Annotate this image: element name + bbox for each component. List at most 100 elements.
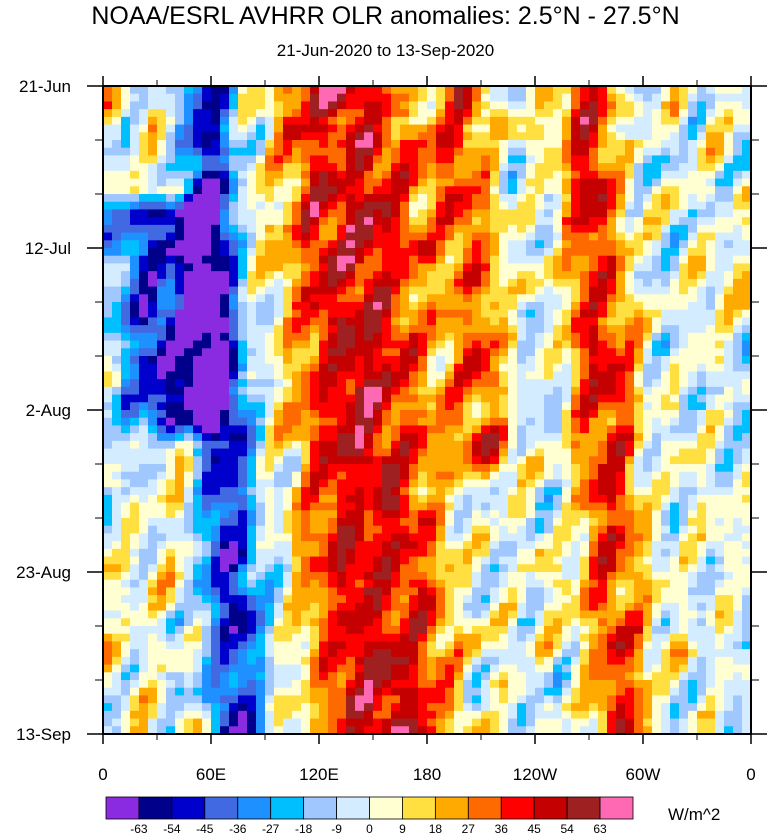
heatmap-cell [166, 163, 176, 172]
heatmap-cell [229, 618, 239, 627]
heatmap-cell [373, 317, 383, 326]
heatmap-cell [418, 402, 428, 411]
heatmap-cell [724, 533, 734, 542]
heatmap-cell [508, 255, 518, 265]
heatmap-cell [607, 86, 617, 95]
heatmap-cell [427, 286, 437, 295]
heatmap-cell [526, 572, 536, 581]
heatmap-cell [607, 479, 617, 488]
heatmap-cell [436, 518, 446, 527]
heatmap-cell [562, 363, 572, 373]
heatmap-cell [688, 356, 698, 365]
heatmap-cell [706, 610, 716, 619]
heatmap-cell [598, 471, 608, 481]
heatmap-cell [472, 579, 482, 589]
heatmap-cell [481, 124, 491, 133]
heatmap-cell [211, 317, 221, 326]
heatmap-cell [148, 464, 158, 473]
heatmap-cell [355, 371, 365, 380]
heatmap-cell [454, 471, 464, 481]
heatmap-cell [715, 602, 725, 612]
heatmap-cell [652, 255, 662, 265]
heatmap-cell [166, 124, 176, 133]
heatmap-cell [292, 440, 302, 450]
heatmap-cell [112, 595, 122, 604]
heatmap-cell [409, 124, 419, 133]
heatmap-cell [634, 109, 644, 118]
heatmap-cell [697, 610, 707, 619]
heatmap-cell [130, 579, 140, 589]
heatmap-cell [589, 109, 599, 118]
heatmap-cell [193, 371, 203, 380]
heatmap-cell [607, 564, 617, 573]
heatmap-cell [472, 410, 482, 419]
heatmap-cell [193, 325, 203, 334]
heatmap-cell [166, 348, 176, 357]
heatmap-cell [175, 93, 185, 103]
heatmap-cell [445, 240, 455, 249]
heatmap-cell [697, 116, 707, 126]
heatmap-cell [490, 579, 500, 589]
heatmap-cell [679, 410, 689, 419]
heatmap-cell [679, 178, 689, 187]
heatmap-cell [283, 124, 293, 133]
heatmap-cell [706, 232, 716, 241]
heatmap-cell [265, 394, 275, 403]
heatmap-cell [490, 417, 500, 427]
heatmap-cell [409, 263, 419, 272]
heatmap-cell [589, 309, 599, 319]
heatmap-cell [382, 541, 392, 550]
heatmap-cell [607, 541, 617, 550]
heatmap-cell [571, 464, 581, 473]
heatmap-cell [400, 170, 410, 180]
heatmap-cell [688, 332, 698, 342]
heatmap-cell [130, 471, 140, 481]
heatmap-cell [346, 201, 356, 211]
heatmap-cell [481, 556, 491, 565]
heatmap-cell [688, 386, 698, 396]
heatmap-cell [274, 433, 284, 442]
heatmap-cell [454, 525, 464, 535]
heatmap-cell [337, 425, 347, 434]
heatmap-cell [400, 425, 410, 434]
heatmap-cell [121, 263, 131, 272]
heatmap-cell [409, 363, 419, 373]
heatmap-cell [310, 394, 320, 403]
heatmap-cell [652, 309, 662, 319]
heatmap-cell [355, 479, 365, 488]
heatmap-cell [589, 93, 599, 103]
heatmap-cell [193, 124, 203, 133]
heatmap-cell [319, 186, 329, 195]
heatmap-cell [571, 386, 581, 396]
heatmap-cell [391, 448, 401, 457]
heatmap-cell [724, 572, 734, 581]
heatmap-cell [499, 587, 509, 596]
heatmap-cell [409, 109, 419, 118]
heatmap-cell [472, 201, 482, 211]
heatmap-cell [643, 194, 653, 203]
heatmap-cell [328, 417, 338, 427]
heatmap-cell [679, 440, 689, 450]
heatmap-cell [112, 518, 122, 527]
heatmap-cell [463, 379, 473, 388]
heatmap-cell [301, 155, 311, 164]
heatmap-cell [148, 433, 158, 442]
heatmap-cell [733, 440, 743, 450]
heatmap-cell [616, 417, 626, 427]
heatmap-cell [598, 263, 608, 272]
heatmap-cell [706, 363, 716, 373]
heatmap-cell [292, 101, 302, 110]
heatmap-cell [130, 548, 140, 558]
heatmap-cell [427, 147, 437, 157]
heatmap-cell [463, 471, 473, 481]
heatmap-cell [382, 548, 392, 558]
heatmap-cell [706, 533, 716, 542]
heatmap-cell [112, 217, 122, 226]
heatmap-cell [292, 332, 302, 342]
heatmap-cell [598, 101, 608, 110]
heatmap-cell [589, 494, 599, 504]
heatmap-cell [139, 348, 149, 357]
heatmap-cell [364, 556, 374, 565]
heatmap-cell [175, 464, 185, 473]
heatmap-cell [130, 124, 140, 133]
